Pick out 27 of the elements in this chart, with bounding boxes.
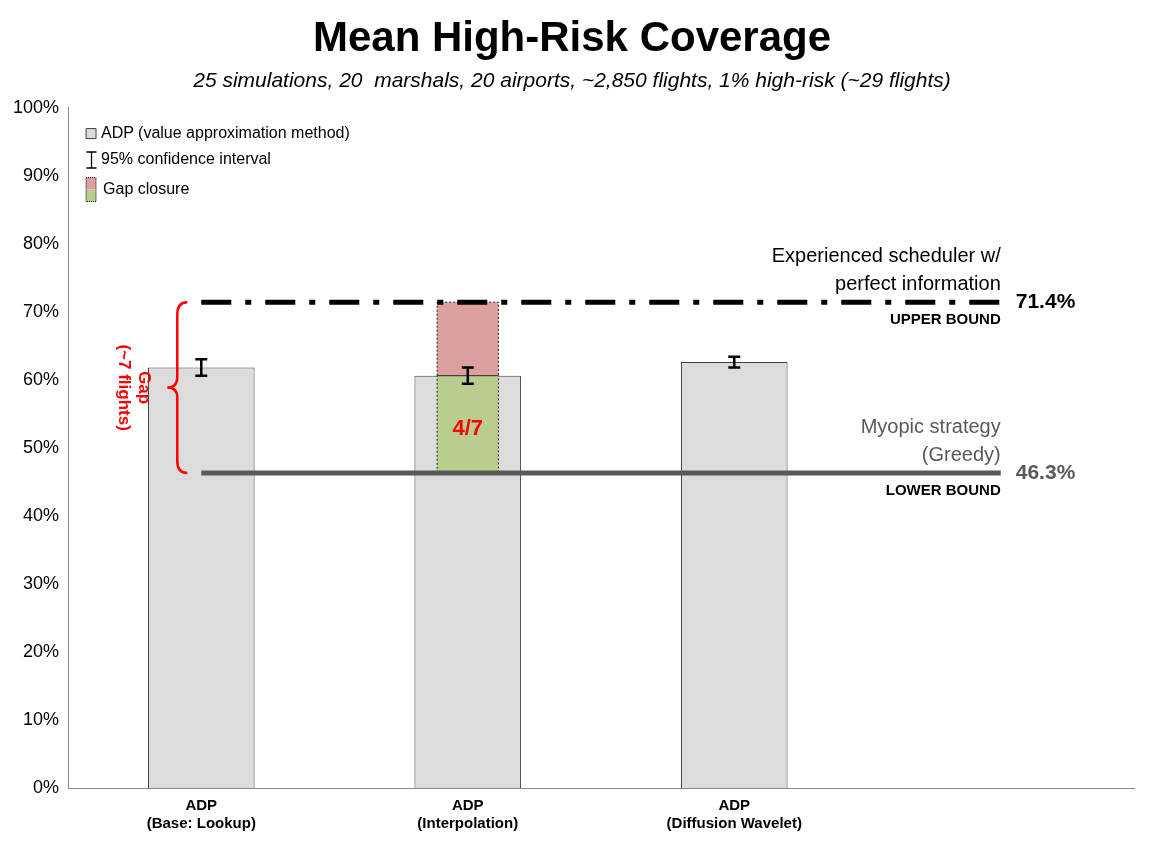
- y-tick-label: 40%: [23, 504, 60, 525]
- y-tick-label: 50%: [23, 436, 60, 457]
- annotation: 95% confidence interval: [101, 150, 271, 168]
- y-tick-label: 100%: [12, 96, 60, 117]
- y-tick-label: 70%: [23, 300, 60, 321]
- x-tick-label: ADP (Interpolation): [417, 796, 519, 832]
- annotation: 4/7: [452, 415, 484, 441]
- y-tick-label: 20%: [23, 640, 60, 661]
- chart-subtitle: 25 simulations, 20 marshals, 20 airports, ~2,850 flights, 1% high-risk (~29 flights): [192, 67, 951, 91]
- chart-title: Mean High-Risk Coverage: [312, 12, 832, 60]
- ref-line-label: Experienced scheduler w/ perfect information: [771, 244, 1002, 295]
- y-tick-label: 60%: [23, 368, 60, 389]
- y-tick-label: 80%: [23, 232, 60, 253]
- legend-label: ADP (value approximation method): [101, 124, 350, 142]
- text: 46.3%: [1015, 459, 1076, 483]
- y-tick-label: 90%: [23, 164, 60, 185]
- text: Gap (~7 flights): [115, 344, 155, 431]
- annotation: LOWER BOUND: [885, 480, 1001, 498]
- x-tick-label: ADP (Diffusion Wavelet): [666, 796, 802, 832]
- x-tick-label: ADP (Base: Lookup): [146, 796, 256, 832]
- annotation: UPPER BOUND: [889, 309, 1001, 327]
- legend-label: Gap closure: [103, 180, 190, 198]
- text: 71.4%: [1015, 288, 1076, 312]
- y-tick-label: 30%: [23, 572, 60, 593]
- ref-line-label: Myopic strategy (Greedy): [860, 414, 1001, 465]
- y-tick-label: 0%: [33, 776, 60, 797]
- y-tick-label: 10%: [23, 708, 60, 729]
